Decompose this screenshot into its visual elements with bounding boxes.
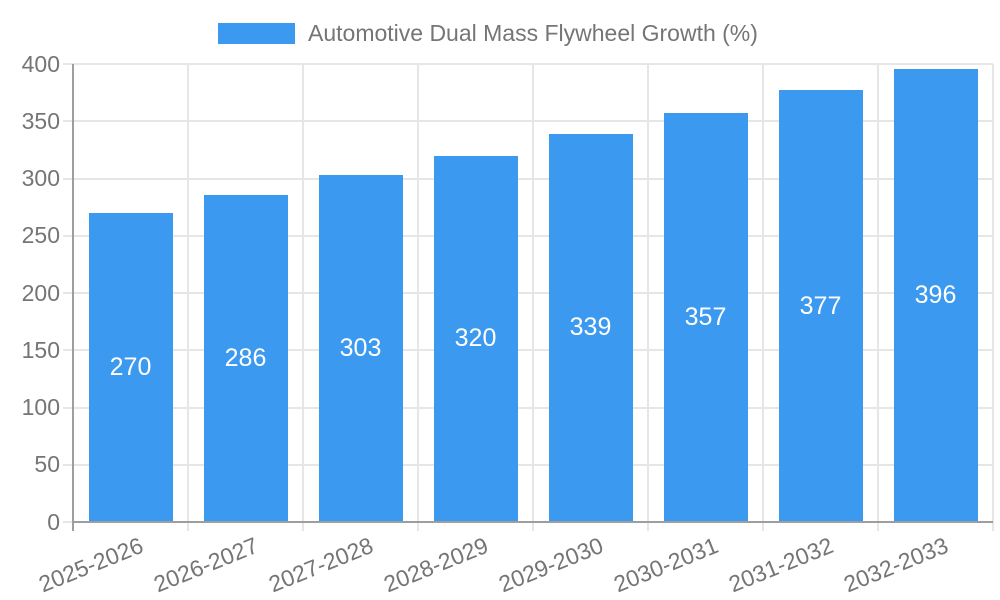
y-axis-tick: [63, 292, 73, 294]
y-axis-tick: [63, 177, 73, 180]
bar-value-label: 377: [799, 291, 842, 320]
y-axis-tick: [63, 349, 73, 352]
y-tick-label: 150: [21, 336, 60, 363]
bar: [88, 212, 173, 522]
x-gridline: [532, 64, 534, 522]
y-axis-tick: [63, 406, 73, 409]
bar-value-label: 303: [339, 334, 382, 363]
legend-color-swatch: [218, 23, 295, 44]
y-tick-label: 100: [21, 394, 60, 420]
y-tick-label: 300: [21, 165, 60, 191]
bar-value-label: 270: [109, 352, 152, 381]
bar: [778, 90, 863, 522]
bar-value-label: 396: [914, 280, 957, 309]
bar: [433, 155, 518, 522]
x-axis-tick: [762, 522, 764, 531]
x-axis-tick: [877, 522, 879, 531]
y-axis-tick: [63, 234, 73, 237]
x-axis-tick: [302, 522, 304, 531]
y-axis-tick: [63, 63, 73, 65]
bar-value-label: 357: [684, 303, 727, 332]
y-axis-tick: [63, 120, 73, 123]
y-tick-label: 50: [34, 451, 60, 478]
y-axis-tick: [63, 521, 73, 523]
bar: [318, 175, 403, 522]
bar-value-label: 320: [454, 324, 497, 353]
bar: [893, 68, 978, 522]
x-gridline: [302, 64, 304, 522]
y-axis-tick: [63, 463, 73, 466]
y-tick-label: 0: [47, 508, 60, 535]
x-axis-tick: [532, 522, 534, 531]
y-tick-label: 200: [21, 279, 60, 306]
bar: [663, 113, 748, 522]
x-gridline: [417, 64, 419, 522]
y-tick-label: 250: [21, 222, 60, 249]
x-gridline: [992, 64, 994, 522]
bar: [203, 194, 288, 522]
y-axis-line: [72, 64, 74, 531]
x-gridline: [187, 64, 189, 522]
x-axis-tick: [992, 522, 994, 531]
bar-value-label: 339: [569, 313, 612, 342]
x-gridline: [647, 64, 649, 522]
x-gridline: [877, 64, 879, 522]
x-axis-tick: [187, 522, 189, 531]
legend-label: Automotive Dual Mass Flywheel Growth (%): [308, 20, 758, 46]
bar: [548, 133, 633, 522]
x-axis-tick: [417, 522, 419, 531]
x-axis-tick: [647, 522, 649, 531]
chart-legend: Automotive Dual Mass Flywheel Growth (%): [218, 20, 758, 47]
y-tick-label: 400: [21, 50, 60, 77]
y-tick-label: 350: [21, 107, 60, 134]
x-axis-baseline: [73, 521, 993, 523]
x-gridline: [762, 64, 764, 522]
bar-value-label: 286: [224, 343, 267, 372]
